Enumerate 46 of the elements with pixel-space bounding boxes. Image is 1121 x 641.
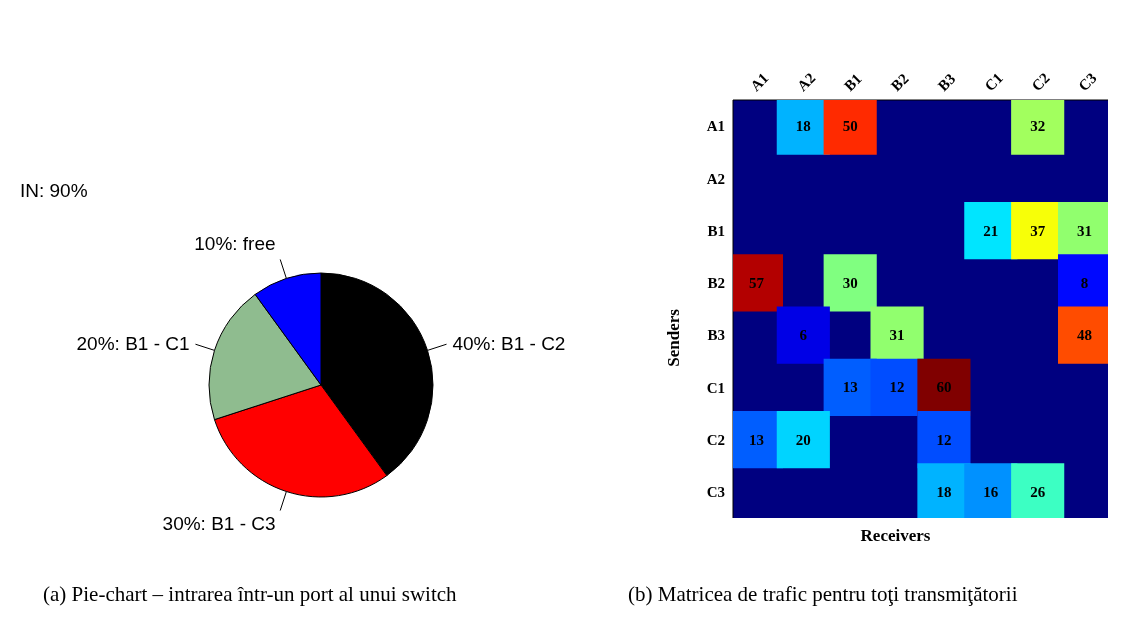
data-label: 60 bbox=[936, 379, 952, 396]
data-label: 26 bbox=[1030, 483, 1046, 500]
data-label: 13 bbox=[842, 379, 858, 396]
slice-label: 40%: B1 - C2 bbox=[452, 332, 566, 354]
text: (a) Pie-chart – intrarea într-un port al unui switch bbox=[43, 582, 458, 607]
data-label: 12 bbox=[889, 379, 905, 396]
data-label: 21 bbox=[983, 222, 999, 239]
x-tick-label: B3 bbox=[934, 70, 959, 95]
data-label: 18 bbox=[936, 483, 952, 500]
y-tick-label: A2 bbox=[706, 170, 725, 187]
data-label: 8 bbox=[1080, 274, 1089, 291]
data-label: 50 bbox=[842, 118, 858, 135]
slice-label: 10%: free bbox=[194, 232, 276, 254]
data-label: 16 bbox=[983, 483, 999, 500]
x-tick-label: A2 bbox=[794, 69, 819, 95]
data-label: 37 bbox=[1030, 222, 1046, 239]
x-tick-label: C1 bbox=[981, 69, 1006, 95]
data-label: 48 bbox=[1077, 327, 1093, 344]
text: IN: 90% bbox=[20, 180, 88, 202]
data-label: 18 bbox=[795, 118, 811, 135]
data-label: 12 bbox=[936, 431, 952, 448]
data-label: 20 bbox=[795, 431, 811, 448]
data-label: 32 bbox=[1030, 118, 1046, 135]
x-tick-label: B2 bbox=[887, 70, 912, 95]
x-axis-title: Receivers bbox=[859, 526, 932, 546]
data-label: 57 bbox=[748, 274, 765, 291]
data-label: 31 bbox=[1077, 222, 1093, 239]
y-tick-label: A1 bbox=[706, 118, 725, 135]
y-tick-label: C1 bbox=[706, 379, 725, 396]
x-tick-label: B1 bbox=[841, 70, 865, 95]
y-tick-label: B1 bbox=[707, 222, 725, 239]
y-tick-label: B2 bbox=[707, 275, 725, 292]
x-tick-label: A1 bbox=[747, 69, 772, 95]
slice-label: 20%: B1 - C1 bbox=[76, 332, 190, 354]
data-label: 31 bbox=[889, 327, 905, 344]
data-label: 13 bbox=[748, 431, 764, 448]
y-tick-label: C3 bbox=[706, 484, 725, 501]
slice-label: 30%: B1 - C3 bbox=[162, 513, 276, 535]
x-tick-label: C3 bbox=[1075, 69, 1100, 95]
data-label: 30 bbox=[842, 274, 858, 291]
x-tick-label: C2 bbox=[1028, 69, 1053, 95]
text: (b) Matricea de trafic pentru toţi transmiţătorii bbox=[628, 582, 1019, 607]
data-label: 6 bbox=[799, 327, 808, 344]
y-tick-label: B3 bbox=[707, 327, 725, 344]
y-tick-label: C2 bbox=[706, 431, 725, 448]
y-axis-title: Senders bbox=[664, 308, 684, 367]
